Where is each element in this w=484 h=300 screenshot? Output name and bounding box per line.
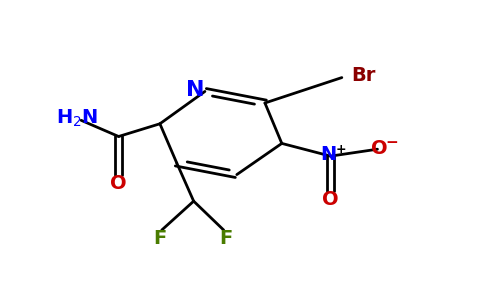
- Text: F: F: [219, 229, 232, 248]
- Text: O: O: [322, 190, 339, 209]
- Text: +: +: [336, 143, 347, 156]
- Text: O: O: [371, 139, 388, 158]
- Text: −: −: [385, 135, 398, 150]
- Text: H$_2$N: H$_2$N: [56, 107, 99, 129]
- Text: N: N: [320, 146, 337, 164]
- Text: Br: Br: [351, 66, 376, 85]
- Text: O: O: [110, 174, 127, 193]
- Text: N: N: [186, 80, 205, 100]
- Text: F: F: [153, 229, 166, 248]
